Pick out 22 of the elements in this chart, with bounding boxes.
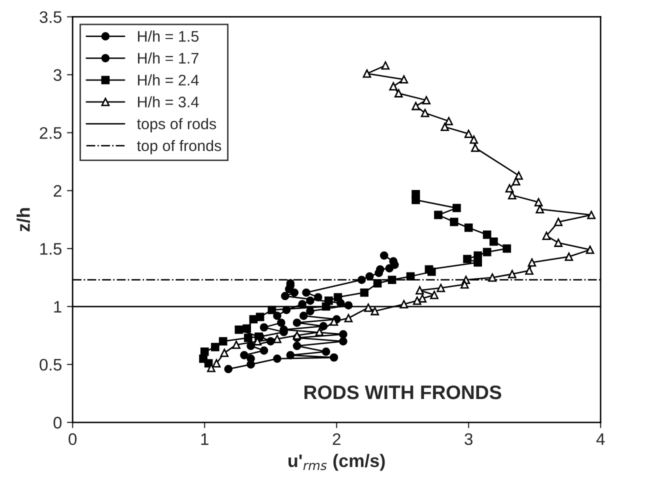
annotation: RODS WITH FRONDS xyxy=(304,385,502,400)
y-tick-label: 2.5 xyxy=(40,127,62,139)
x-tick-label: 0 xyxy=(68,433,77,446)
legend-label: tops of rods xyxy=(137,118,216,132)
y-tick-label: 1 xyxy=(54,301,62,313)
legend-label: H/h = 2.4 xyxy=(138,74,199,86)
x-tick-label: 1 xyxy=(201,433,208,445)
y-tick-label: 3.5 xyxy=(40,11,62,24)
x-tick-label: 3 xyxy=(464,433,472,446)
x-axis-title: u'$_{rms}$ (cm/s) xyxy=(288,454,385,471)
legend-label: H/h = 1.5 xyxy=(138,30,199,42)
y-tick-label: 0 xyxy=(54,416,62,429)
legend-label: top of fronds xyxy=(137,140,222,154)
legend-label: H/h = 1.7 xyxy=(138,52,198,64)
y-axis-title: z/h xyxy=(16,208,30,232)
x-tick-label: 2 xyxy=(332,433,340,445)
legend-label: H/h = 3.4 xyxy=(138,96,199,108)
x-tick-label: 4 xyxy=(596,433,605,445)
y-tick-label: 2 xyxy=(54,185,62,197)
y-tick-label: 3 xyxy=(54,69,62,81)
y-tick-label: 1.5 xyxy=(40,243,62,255)
y-tick-label: 0.5 xyxy=(40,358,62,371)
